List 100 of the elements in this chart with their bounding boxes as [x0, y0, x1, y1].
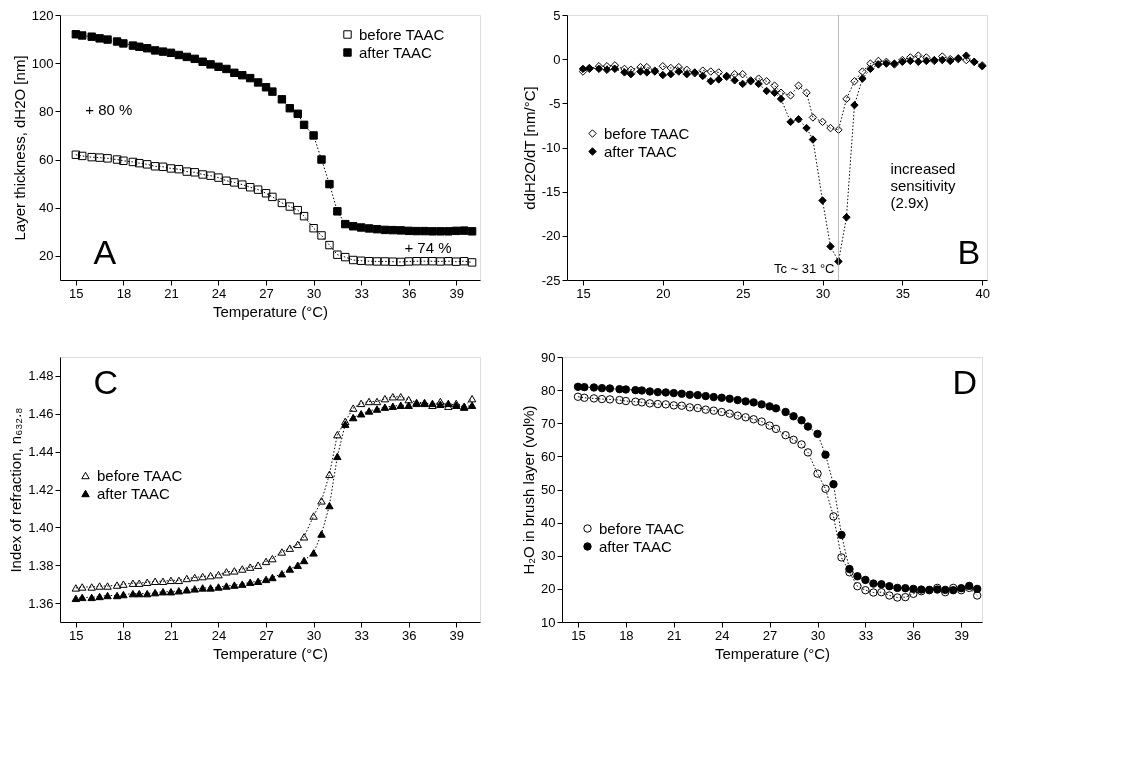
point: [653, 399, 663, 409]
point: [906, 56, 915, 66]
point: [388, 402, 398, 410]
point: [238, 71, 247, 80]
point: [299, 533, 309, 541]
y-tick-label: 40: [39, 200, 54, 216]
point: [580, 382, 589, 392]
point: [238, 580, 247, 588]
point: [299, 120, 309, 130]
y-tick-label: 10: [541, 614, 556, 630]
point: [589, 394, 599, 403]
point: [87, 593, 96, 602]
x-tick-label: 18: [619, 627, 634, 643]
point: [222, 64, 231, 74]
x-tick-label: 21: [164, 285, 179, 301]
point: [794, 115, 803, 124]
point: [821, 484, 830, 494]
point: [245, 563, 255, 571]
point: [597, 383, 607, 393]
y-tick-label: 20: [541, 581, 556, 597]
y-tick-label: -25: [541, 272, 561, 288]
point: [717, 393, 726, 402]
point: [268, 573, 277, 582]
point: [277, 198, 287, 208]
point: [901, 584, 910, 593]
point: [182, 52, 191, 62]
point: [754, 79, 763, 89]
point: [309, 224, 318, 233]
point: [396, 393, 405, 401]
y-tick-label: 40: [541, 515, 556, 531]
point: [938, 55, 947, 65]
point: [182, 574, 191, 583]
point: [428, 227, 437, 236]
point: [914, 57, 923, 67]
point: [645, 399, 655, 408]
point: [685, 390, 694, 399]
point: [459, 226, 469, 235]
point: [77, 583, 87, 591]
point: [829, 480, 838, 489]
point: [813, 429, 822, 439]
x-tick-label: 39: [449, 627, 464, 643]
point: [372, 257, 382, 266]
point: [277, 570, 287, 578]
point: [128, 157, 138, 167]
point: [869, 579, 878, 588]
point: [380, 403, 390, 411]
point: [317, 530, 326, 538]
point: [893, 583, 902, 593]
point: [605, 395, 615, 404]
point: [87, 583, 96, 591]
point: [605, 384, 615, 393]
point: [610, 64, 620, 74]
point: [253, 577, 263, 586]
point: [661, 400, 671, 409]
point: [150, 577, 160, 586]
point: [669, 401, 678, 410]
point: [142, 44, 152, 53]
point: [190, 573, 199, 582]
point: [637, 398, 647, 407]
point: [71, 150, 81, 159]
point: [261, 575, 271, 584]
point: [869, 588, 878, 597]
point: [150, 162, 160, 171]
point: [317, 155, 326, 164]
x-tick-label: 39: [954, 627, 969, 643]
x-tick-label: 15: [571, 627, 586, 643]
point: [349, 404, 358, 412]
x-tick-label: 30: [306, 627, 322, 643]
point: [452, 226, 461, 236]
point: [71, 584, 81, 592]
point: [158, 47, 168, 56]
point: [808, 135, 818, 144]
point: [299, 556, 309, 565]
x-tick-label: 36: [906, 627, 922, 643]
point: [874, 60, 883, 69]
point: [658, 70, 668, 80]
point: [222, 568, 231, 576]
annotation: D: [952, 362, 978, 401]
point: [973, 584, 982, 594]
point: [380, 394, 390, 403]
point: [135, 42, 144, 52]
x-tick-label: 40: [975, 285, 990, 301]
x-tick-label: 33: [354, 627, 369, 643]
point: [922, 56, 931, 66]
point: [436, 227, 445, 236]
annotation: C: [93, 362, 119, 401]
point: [135, 158, 144, 168]
point: [645, 387, 655, 396]
x-tick-label: 30: [810, 627, 826, 643]
point: [853, 572, 862, 581]
point: [253, 561, 263, 569]
point: [677, 389, 686, 398]
point: [119, 580, 128, 588]
y-axis-title: Index of refraction, n₆₃₂.₈: [7, 407, 25, 573]
point: [706, 77, 715, 86]
point: [669, 388, 678, 398]
point: [813, 469, 822, 478]
annotation: increased sensitivity (2.9x): [890, 159, 956, 211]
point: [309, 512, 318, 520]
point: [166, 48, 176, 58]
